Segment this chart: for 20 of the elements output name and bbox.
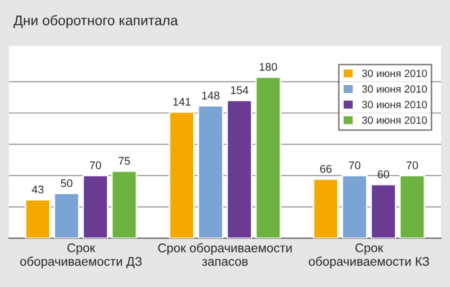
- data-label: 75: [118, 157, 130, 165]
- legend-label: 30 июня 2010: [362, 85, 427, 93]
- data-label: 154: [230, 86, 248, 94]
- x-tick-label: Срок оборачиваемости КЗ: [308, 243, 430, 268]
- legend-label: 30 июня 2010: [362, 100, 427, 108]
- legend-label: 30 июня 2010: [362, 70, 427, 78]
- chart-title: Дни оборотного капитала: [14, 14, 178, 28]
- legend-label: 30 июня 2010: [362, 116, 427, 124]
- data-label: 70: [90, 161, 102, 170]
- data-label: 60: [378, 170, 390, 178]
- data-label: 180: [260, 62, 278, 71]
- x-tick-label: Срок оборачиваемости запасов: [158, 243, 292, 266]
- data-label: 148: [202, 92, 220, 100]
- x-tick-label: Срок оборачиваемости ДЗ: [20, 243, 142, 268]
- data-label: 141: [173, 98, 191, 106]
- data-label: 66: [320, 164, 332, 173]
- data-label: 70: [348, 161, 360, 170]
- data-label: 50: [60, 179, 72, 188]
- data-label: 70: [406, 161, 418, 170]
- data-label: 43: [32, 186, 44, 194]
